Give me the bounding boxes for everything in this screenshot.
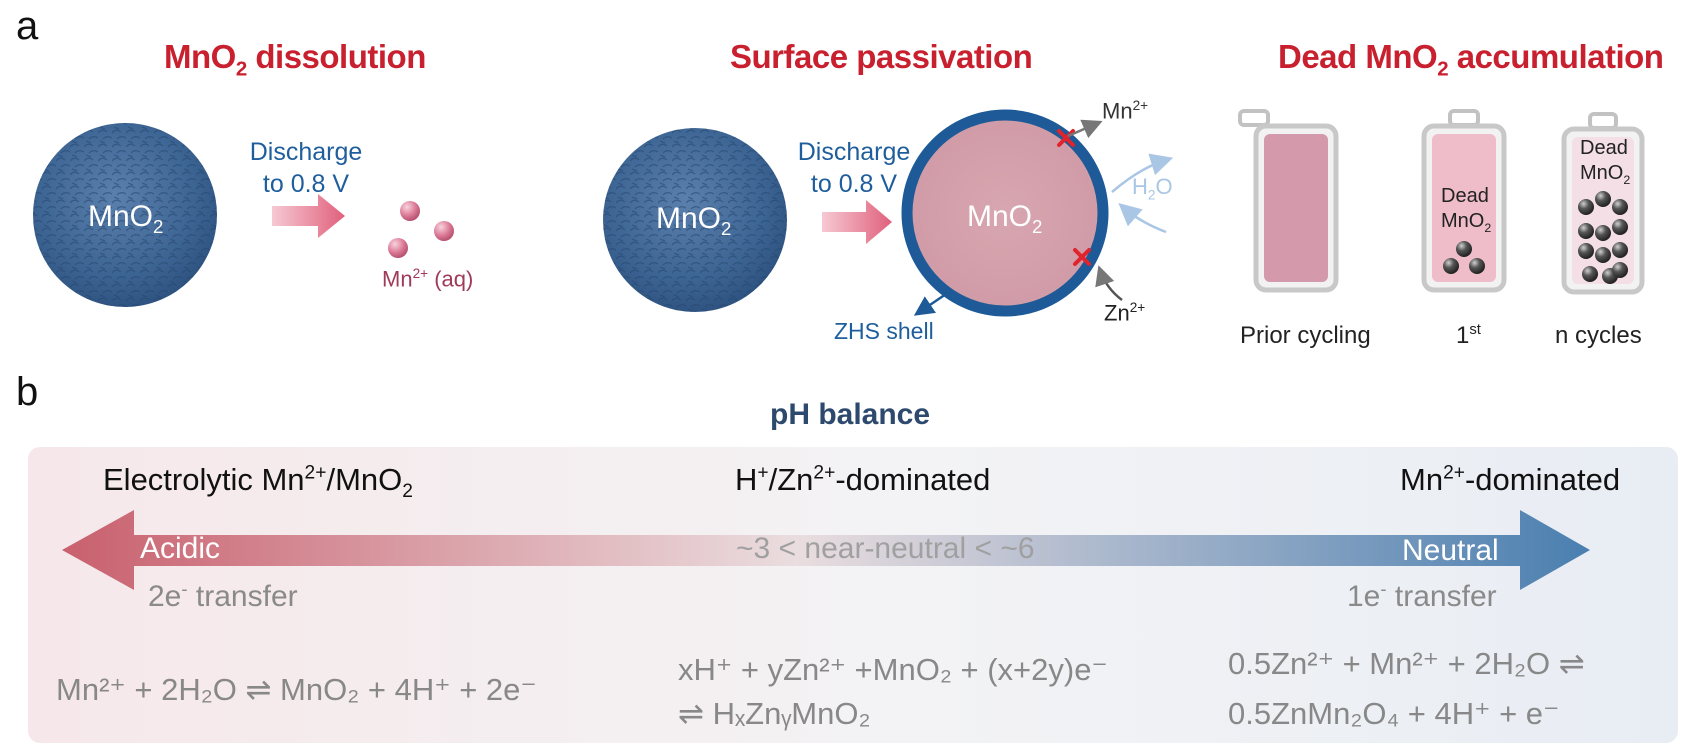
two-electron-transfer: 2e- transfer <box>148 578 298 613</box>
mn-out-arrow <box>1067 119 1103 139</box>
battery-n-cycles <box>1561 112 1645 295</box>
equation-electrolytic: Mn²⁺ + 2H₂O ⇌ MnO₂ + 4H⁺ + 2e⁻ <box>56 672 537 707</box>
header-h-zn-dominated: H+/Zn2+-dominated <box>735 462 991 497</box>
title-mno2-dissolution: MnO2 dissolution <box>164 38 426 81</box>
battery-first <box>1421 109 1507 293</box>
panel-letter-b: b <box>16 370 39 414</box>
particle-label-2: MnO2 <box>656 202 732 239</box>
dead-mno2-label-n: Dead MnO2 <box>1580 137 1631 187</box>
zn-in-arrow <box>1095 265 1123 301</box>
mn2plus-label: Mn2+ <box>1102 98 1149 124</box>
discharge-label-2: Discharge to 0.8 V <box>797 138 911 198</box>
ph-double-arrow <box>62 510 1590 590</box>
discharge-arrow-2 <box>822 200 892 244</box>
particle-label-3: MnO2 <box>967 200 1043 237</box>
passivated-particle <box>901 109 1109 317</box>
h2o-arrow-in <box>1118 203 1167 234</box>
title-surface-passivation: Surface passivation <box>730 38 1033 75</box>
h2o-label: H2O <box>1132 174 1173 203</box>
caption-n-cycles: n cycles <box>1555 322 1642 349</box>
header-mn-dominated: Mn2+-dominated <box>1400 462 1621 497</box>
zn2plus-label: Zn2+ <box>1104 300 1146 326</box>
one-electron-transfer: 1e- transfer <box>1347 578 1497 613</box>
mno2-particle-1 <box>33 123 217 307</box>
discharge-arrow-1 <box>272 194 345 238</box>
blocked-x-mark-top <box>1057 129 1075 147</box>
blocked-x-mark-bottom <box>1073 248 1091 266</box>
zhs-shell-label: ZHS shell <box>834 318 934 344</box>
equation-spinel-line2: 0.5ZnMn₂O₄ + 4H⁺ + e⁻ <box>1228 696 1560 731</box>
ph-panel-background <box>28 447 1678 743</box>
panel-letter-a: a <box>16 4 39 48</box>
ph-range-label: ~3 < near-neutral < ~6 <box>736 532 1035 565</box>
battery-prior <box>1238 109 1339 293</box>
neutral-label: Neutral <box>1402 534 1499 567</box>
title-dead-mno2-accumulation: Dead MnO2 accumulation <box>1278 38 1664 81</box>
zhs-shell-arrow <box>913 288 953 316</box>
acidic-label: Acidic <box>140 532 221 565</box>
mno2-particle-2 <box>603 128 787 312</box>
equation-intercalation-line1: xH⁺ + yZn²⁺ +MnO₂ + (x+2y)e⁻ <box>678 652 1108 687</box>
discharge-label-1: Discharge to 0.8 V <box>249 138 363 198</box>
caption-prior-cycling: Prior cycling <box>1240 322 1371 349</box>
mn-aq-label: Mn2+ (aq) <box>382 266 474 292</box>
h2o-arrow-out <box>1111 153 1174 193</box>
header-electrolytic: Electrolytic Mn2+/MnO2 <box>103 462 413 503</box>
caption-first-cycle: 1st <box>1456 322 1481 349</box>
dead-mno2-label-first: Dead MnO2 <box>1441 185 1492 235</box>
equation-intercalation-line2: ⇌ HₓZnᵧMnO₂ <box>678 696 871 731</box>
ph-balance-title: pH balance <box>770 398 931 431</box>
particle-label-1: MnO2 <box>88 200 164 237</box>
equation-spinel-line1: 0.5Zn²⁺ + Mn²⁺ + 2H₂O ⇌ <box>1228 646 1585 681</box>
mn-ion-beads <box>388 201 454 258</box>
